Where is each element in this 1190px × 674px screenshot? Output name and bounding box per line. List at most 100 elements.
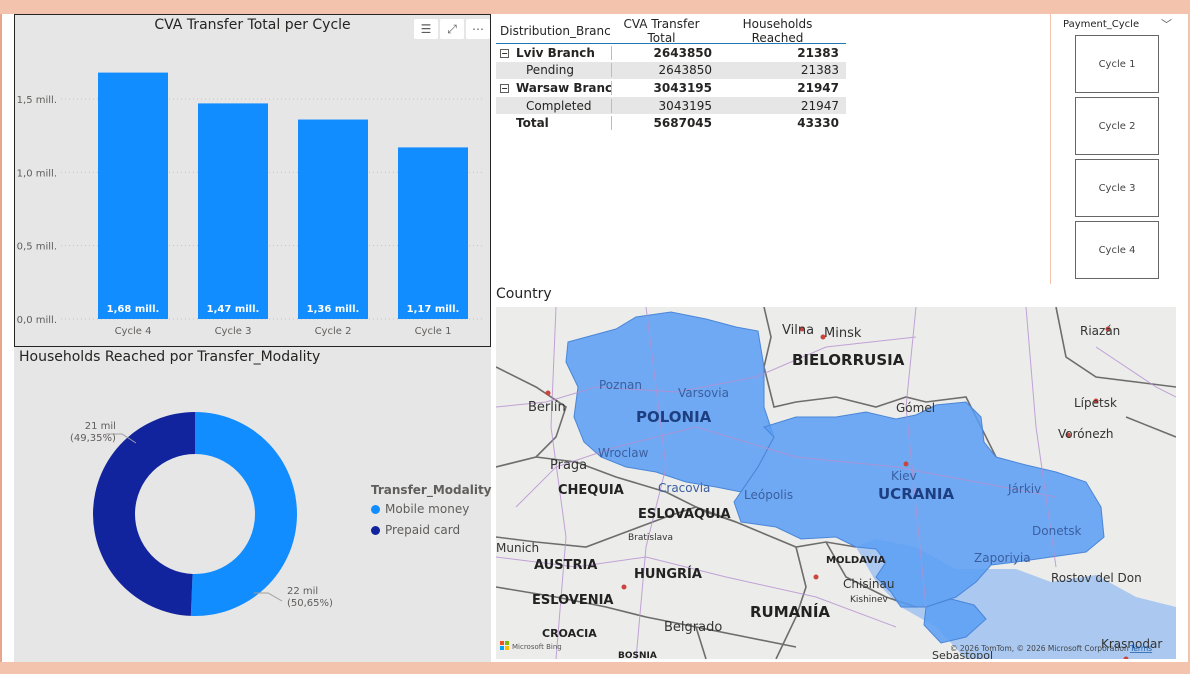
map-svg: Vilna Minsk Riazán BIELORRUSIA Poznan Varsovi… [496,307,1176,659]
map-label-zaporiyia: Zaporiyia [974,551,1031,565]
donut-slice[interactable] [92,412,195,616]
map-label-voronezh: Vorónezh [1058,427,1114,441]
road-network [496,307,1176,659]
slicer-item-cycle-1[interactable]: Cycle 1 [1075,35,1159,93]
payment-cycle-slicer: Payment_Cycle ﹀ Cycle 1 Cycle 2 Cycle 3 … [1050,14,1180,284]
map-label-kishinev: Kishinev [850,595,889,605]
matrix-visual[interactable]: Distribution_Branch CVA Transfer Total H… [496,16,846,132]
filter-icon[interactable]: ☰ [414,19,438,39]
matrix-row[interactable]: − Warsaw Branch 3043195 21947 [496,79,846,97]
mobile-money-data-label: 22 mil (50,65%) [287,586,333,610]
x-tick-label: Cycle 1 [415,326,452,337]
leader-line [106,433,137,444]
cva-cell: 3043195 [611,98,716,113]
households-cell: 21383 [797,45,839,60]
map-terms-link[interactable]: Terms [1129,644,1152,653]
map-label-donetsk: Donetsk [1032,524,1082,538]
legend-item-prepaid-card[interactable]: Prepaid card [371,523,492,537]
map-label-berlin: Berlín [528,400,566,415]
map-label-sebastopol: Sebastopol [932,649,993,659]
mobile-money-percent: (50,65%) [287,598,333,609]
visual-header: ☰ ⤢ ⋯ [414,19,490,39]
donut-slice[interactable] [190,412,297,616]
map-label-poznan: Poznan [599,378,642,392]
row-label: Total [516,116,549,131]
bar-chart-svg: 0,0 mill. 0,5 mill. 1,0 mill. 1,5 mill. 1,68… [17,72,485,337]
matrix-row[interactable]: Pending 2643850 21383 [496,61,846,80]
collapse-icon[interactable]: − [500,83,509,93]
matrix-row[interactable]: − Lviv Branch 2643850 21383 [496,44,846,62]
map-label-eslovaquia: ESLOVAQUIA [638,507,731,522]
map-label-chequia: CHEQUIA [558,483,624,498]
bar[interactable] [298,119,368,320]
legend-title: Transfer_Modality [371,483,492,497]
legend-item-mobile-money[interactable]: Mobile money [371,502,492,516]
legend-label: Prepaid card [385,523,461,537]
collapse-icon[interactable]: − [500,48,509,58]
focus-mode-icon[interactable]: ⤢ [440,19,464,39]
map-label-bosnia: BOSNIA [618,651,657,659]
bing-logo-icon [500,646,504,650]
map-label-bielorrusia: BIELORRUSIA [792,351,905,369]
chevron-down-icon[interactable]: ﹀ [1161,18,1172,31]
slicer-item-cycle-3[interactable]: Cycle 3 [1075,159,1159,217]
map-label-cracovia: Cracovia [658,481,710,495]
donut-chart-visual[interactable]: Households Reached por Transfer_Modality… [14,347,492,662]
map-label-moldavia: MOLDAVIA [826,555,886,566]
map-label-eslovenia: ESLOVENIA [532,593,614,608]
map-label-polonia: POLONIA [636,408,712,426]
filled-map-visual[interactable]: Vilna Minsk Riazán BIELORRUSIA Poznan Varsovi… [496,307,1176,659]
households-cell: 21947 [800,98,839,113]
map-label-gomel: Gómel [896,401,935,415]
slicer-item-cycle-4[interactable]: Cycle 4 [1075,221,1159,279]
map-label-lipetsk: Lípetsk [1074,396,1117,410]
row-label: Pending [526,63,574,78]
bing-logo-icon [500,641,504,645]
mobile-money-value: 22 mil [287,586,319,597]
map-label-bratislava: Bratislava [628,533,673,543]
cva-cell: 3043195 [611,80,716,95]
donut-legend: Transfer_Modality Mobile money Prepaid c… [371,483,492,544]
matrix-row[interactable]: Completed 3043195 21947 [496,96,846,115]
legend-dot-icon [371,525,380,535]
map-label-austria: AUSTRIA [534,558,597,573]
slicer-title: Payment_Cycle [1063,19,1140,30]
y-tick-label: 1,5 mill. [17,95,57,106]
bing-logo-icon [505,646,509,650]
x-tick-label: Cycle 3 [215,326,252,337]
bar[interactable] [98,72,168,319]
y-tick-label: 0,0 mill. [17,315,57,326]
x-tick-label: Cycle 2 [315,326,352,337]
column-header-households[interactable]: Households Reached [742,16,813,45]
row-label: Warsaw Branch [516,80,611,95]
legend-dot-icon [371,504,380,514]
cva-cell: 5687045 [611,116,716,131]
prepaid-card-data-label: 21 mil (49,35%) [70,421,116,445]
more-options-icon[interactable]: ⋯ [466,19,490,39]
bar[interactable] [398,147,468,319]
map-label-belgrado: Belgrado [664,620,722,635]
row-label: Lviv Branch [516,45,595,60]
map-label-wroclaw: Wroclaw [598,446,649,460]
ukraine-region[interactable] [733,401,1105,608]
x-tick-label: Cycle 4 [115,326,152,337]
map-title: Country [496,286,552,302]
households-cell: 43330 [797,116,839,131]
bar-chart-title: CVA Transfer Total per Cycle [154,17,351,33]
slicer-item-cycle-2[interactable]: Cycle 2 [1075,97,1159,155]
map-label-rumania: RUMANÍA [750,602,830,621]
leader-line [254,592,283,602]
map-label-krasnodar: Krasnodar [1101,637,1162,651]
map-label-minsk: Minsk [824,326,862,341]
y-tick-label: 0,5 mill. [17,242,57,253]
crimea-region[interactable] [923,598,987,644]
bar-chart-visual[interactable]: 0,0 mill. 0,5 mill. 1,0 mill. 1,5 mill. 1,68… [14,14,491,347]
map-attribution: © 2026 TomTom, © 2026 Microsoft Corporat… [950,644,1129,653]
legend-label: Mobile money [385,502,470,516]
households-cell: 21383 [800,63,839,78]
bar[interactable] [198,103,268,320]
column-header-branch[interactable]: Distribution_Branch [500,23,611,38]
cva-cell: 2643850 [611,45,716,60]
map-label-rostov: Rostov del Don [1051,571,1142,585]
column-header-cva[interactable]: CVA Transfer Total [623,16,700,45]
